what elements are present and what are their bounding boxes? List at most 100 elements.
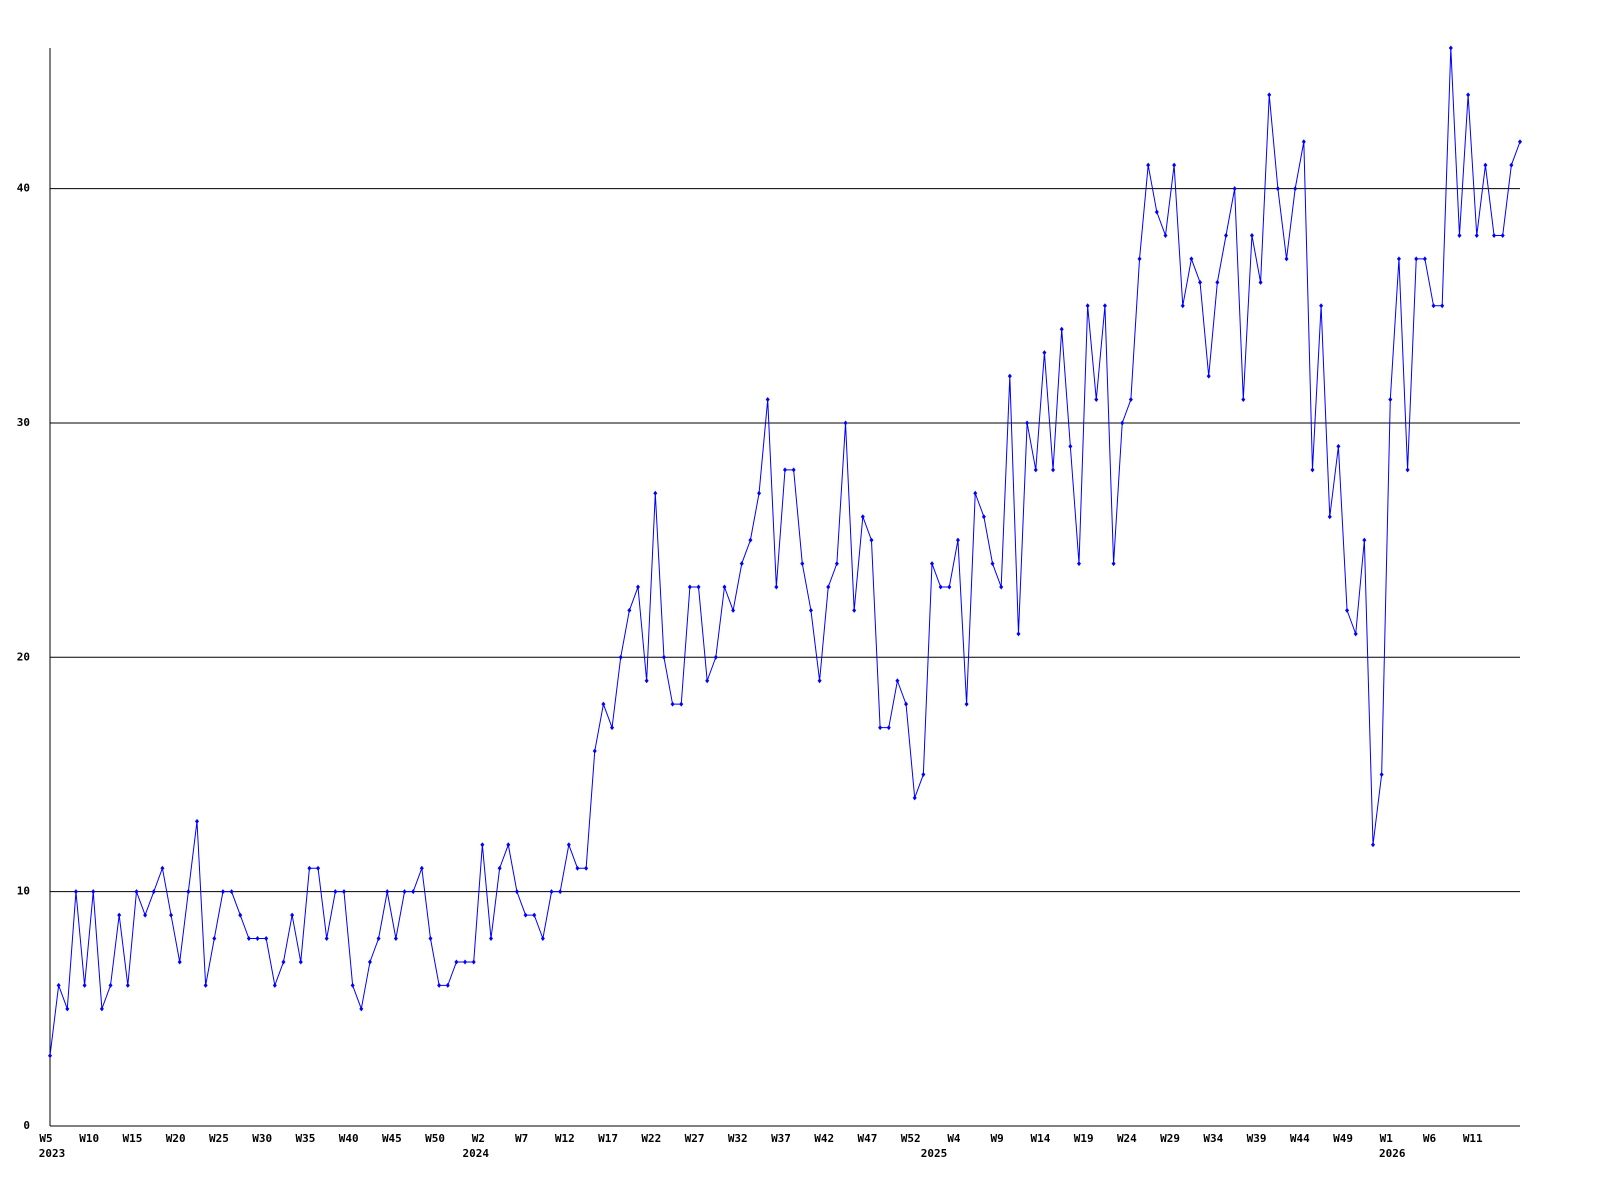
point [1146, 162, 1151, 168]
x-tick-label: W42 [814, 1132, 834, 1145]
x-tick-label: W30 [252, 1132, 272, 1145]
point [1042, 350, 1047, 356]
point [601, 701, 606, 707]
point [1310, 467, 1315, 473]
x-tick-label: W45 [382, 1132, 402, 1145]
point [731, 607, 736, 613]
point [722, 584, 727, 590]
point [1492, 232, 1497, 238]
x-tick-label: W40 [339, 1132, 359, 1145]
point [1474, 232, 1479, 238]
point [402, 889, 407, 895]
x-tick-label: W9 [991, 1132, 1004, 1145]
point [1025, 420, 1030, 426]
point [990, 561, 995, 567]
point [843, 420, 848, 426]
x-tick-label: W11 [1463, 1132, 1483, 1145]
point [930, 561, 934, 567]
point [826, 584, 831, 590]
point [125, 982, 130, 988]
x-tick-label: W12 [555, 1132, 575, 1145]
point [1077, 561, 1081, 567]
x-tick-label: W10 [79, 1132, 99, 1145]
point [791, 467, 796, 473]
point [1051, 467, 1056, 473]
point [255, 936, 260, 942]
y-tick-label: 10 [17, 885, 30, 898]
x-tick-label: W7 [515, 1132, 528, 1145]
point [367, 959, 372, 965]
point [316, 865, 321, 871]
point [1094, 397, 1099, 403]
point [1154, 209, 1159, 215]
point [981, 514, 986, 520]
point [1336, 443, 1341, 449]
point [1448, 45, 1453, 51]
year-label: 2025 [921, 1147, 948, 1160]
point [860, 514, 865, 520]
x-tick-label: W5 [39, 1132, 52, 1145]
point [532, 912, 537, 918]
point [333, 889, 338, 895]
point [1362, 537, 1367, 543]
point [1388, 397, 1393, 403]
point [385, 889, 390, 895]
point [921, 771, 926, 777]
point [1016, 631, 1021, 637]
point [99, 1006, 104, 1012]
point [307, 865, 312, 871]
y-tick-label: 40 [17, 182, 30, 195]
point [1172, 162, 1177, 168]
x-tick-label: W2 [472, 1132, 485, 1145]
point [670, 701, 675, 707]
point [878, 725, 883, 731]
point [1068, 443, 1073, 449]
point [1518, 139, 1522, 145]
point [1379, 771, 1384, 777]
x-tick-label: W6 [1423, 1132, 1437, 1145]
point [195, 818, 199, 824]
point [757, 490, 762, 496]
point [687, 584, 692, 590]
point [558, 889, 563, 895]
point [1085, 303, 1090, 309]
point [1301, 139, 1306, 145]
point [350, 982, 355, 988]
point [705, 678, 710, 684]
x-tick-label: W52 [901, 1132, 921, 1145]
point [566, 842, 571, 848]
point [653, 490, 658, 496]
point [1249, 232, 1254, 238]
x-tick-label: W27 [685, 1132, 705, 1145]
point [393, 936, 398, 942]
year-label: 2023 [39, 1147, 66, 1160]
point [964, 701, 969, 707]
point [186, 889, 191, 895]
x-tick-label: W4 [947, 1132, 961, 1145]
point [177, 959, 182, 965]
x-tick-label: W24 [1117, 1132, 1137, 1145]
point [1500, 232, 1505, 238]
point [480, 842, 485, 848]
point [91, 889, 96, 895]
y-tick-label: 30 [17, 416, 30, 429]
point [489, 936, 493, 942]
point [411, 889, 416, 895]
point [1163, 232, 1168, 238]
point [359, 1006, 364, 1012]
x-tick-label: W39 [1247, 1132, 1267, 1145]
point [514, 889, 519, 895]
point [1267, 92, 1272, 98]
point [696, 584, 701, 590]
point [160, 865, 165, 871]
point [1189, 256, 1194, 262]
point [947, 584, 952, 590]
x-tick-label: W14 [1030, 1132, 1050, 1145]
point [73, 889, 78, 895]
x-tick-label: W34 [1203, 1132, 1223, 1145]
point [1284, 256, 1289, 262]
point [169, 912, 174, 918]
point [1128, 397, 1133, 403]
x-tick-label: W25 [209, 1132, 229, 1145]
